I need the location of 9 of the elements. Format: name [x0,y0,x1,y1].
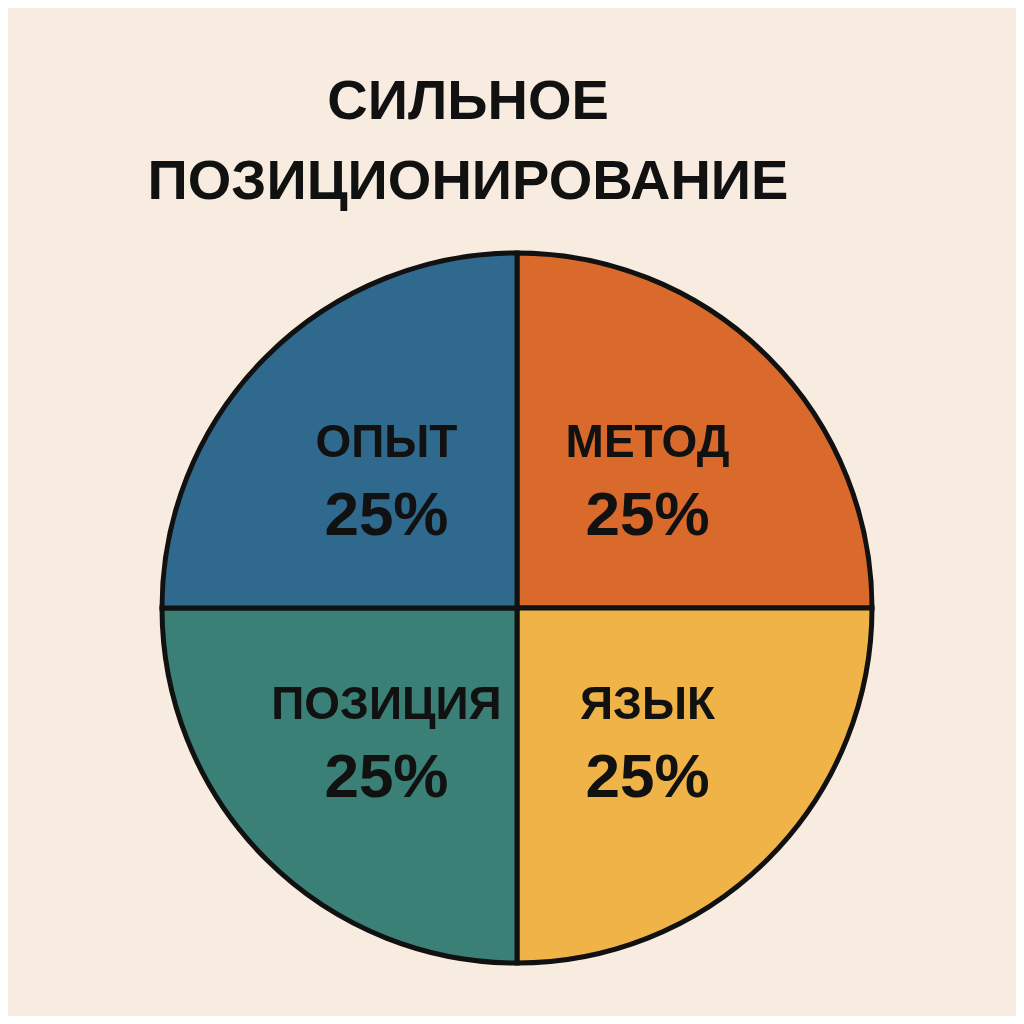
slice-label: ОПЫТ [315,415,458,468]
data-label: 25% [585,740,710,810]
data-label: 25% [585,479,710,549]
data-label: 25% [324,479,449,549]
slice-label: МЕТОД [565,415,730,468]
data-label: 25% [324,740,449,810]
chart-title: СИЛЬНОЕ ПОЗИЦИОНИРОВАНИЕ [146,67,790,213]
slice-label: ПОЗИЦИЯ [271,676,502,729]
slice-label: ЯЗЫК [580,676,716,729]
